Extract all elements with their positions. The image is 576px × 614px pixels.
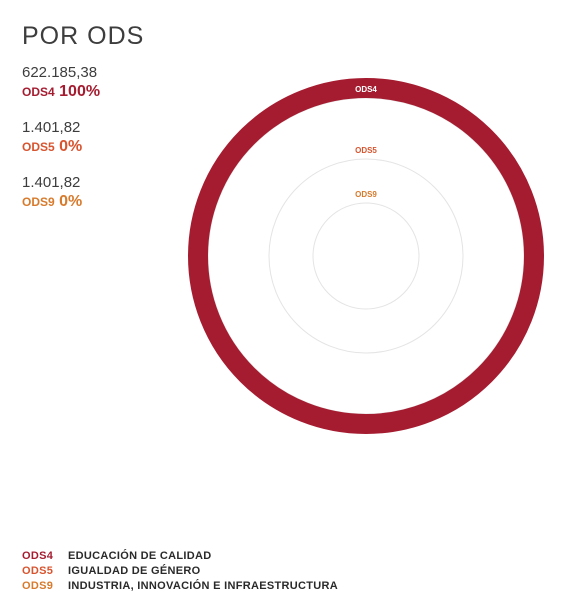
- stat-code: ODS4: [22, 85, 55, 99]
- legend: ODS4 EDUCACIÓN DE CALIDAD ODS5 IGUALDAD …: [22, 548, 338, 593]
- stat-line: ODS9 0%: [22, 192, 82, 212]
- page-title: POR ODS: [22, 22, 145, 50]
- ring-label-ods5: ODS5: [355, 146, 377, 155]
- radial-bar-chart: ODS4 ODS5 ODS9: [188, 78, 544, 434]
- legend-label: EDUCACIÓN DE CALIDAD: [68, 549, 212, 562]
- stat-percent: 0%: [59, 138, 83, 155]
- stat-amount: 622.185,38: [22, 64, 98, 81]
- stat-line: ODS5 0%: [22, 137, 82, 157]
- stat-percent: 100%: [59, 83, 101, 100]
- stat-amount: 1.401,82: [22, 119, 81, 136]
- stat-ods9: 1.401,82 ODS9 0%: [22, 174, 82, 212]
- stat-percent: 0%: [59, 193, 83, 210]
- stat-line: ODS4 100%: [22, 82, 100, 102]
- legend-code: ODS4: [22, 549, 54, 562]
- stat-ods4: 622.185,38 ODS4 100%: [22, 64, 100, 102]
- legend-code: ODS9: [22, 579, 54, 592]
- legend-label: IGUALDAD DE GÉNERO: [68, 564, 201, 577]
- ring-label-ods4: ODS4: [355, 85, 377, 94]
- stat-code: ODS5: [22, 140, 55, 154]
- legend-label: INDUSTRIA, INNOVACIÓN E INFRAESTRUCTURA: [68, 579, 338, 592]
- legend-code: ODS5: [22, 564, 54, 577]
- ring-track-ods5: [268, 158, 464, 354]
- legend-item-ods9: ODS9 INDUSTRIA, INNOVACIÓN E INFRAESTRUC…: [22, 578, 338, 593]
- stat-amount: 1.401,82: [22, 174, 81, 191]
- stat-ods5: 1.401,82 ODS5 0%: [22, 119, 82, 157]
- ring-track-ods9: [312, 202, 420, 310]
- ring-label-ods9: ODS9: [355, 190, 377, 199]
- legend-item-ods4: ODS4 EDUCACIÓN DE CALIDAD: [22, 548, 338, 563]
- stat-code: ODS9: [22, 195, 55, 209]
- ring-bar-ods4: [188, 78, 544, 434]
- legend-item-ods5: ODS5 IGUALDAD DE GÉNERO: [22, 563, 338, 578]
